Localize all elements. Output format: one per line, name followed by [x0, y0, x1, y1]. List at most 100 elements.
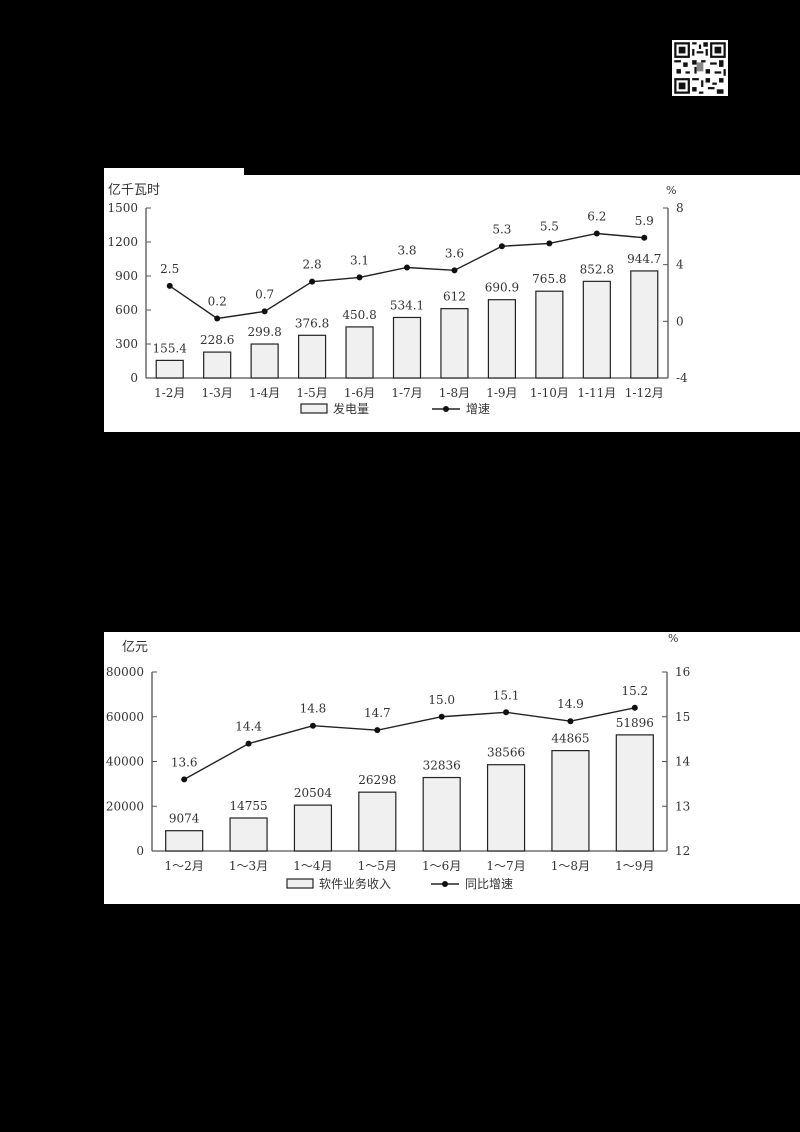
- line-marker: [356, 274, 363, 281]
- bar-value-label: 765.8: [532, 272, 566, 286]
- line-value-label: 13.6: [171, 755, 198, 769]
- x-axis-category-label: 1～2月: [165, 859, 204, 873]
- x-axis-category-label: 1～5月: [358, 859, 397, 873]
- x-axis-category-label: 1-3月: [202, 386, 233, 400]
- line-value-label: 15.1: [493, 688, 520, 702]
- legend-line-marker: [443, 406, 449, 412]
- right-axis-tick-label: 4: [676, 258, 684, 272]
- left-axis-tick-label: 1500: [107, 201, 138, 215]
- line-marker: [404, 264, 410, 271]
- bar-value-label: 450.8: [342, 308, 376, 322]
- right-axis-tick-label: 16: [675, 665, 690, 679]
- right-axis-tick-label: -4: [676, 371, 688, 385]
- legend-line-marker: [442, 881, 448, 887]
- line-marker: [641, 234, 648, 241]
- left-axis-tick-label: 900: [115, 269, 138, 283]
- line-marker: [214, 315, 221, 322]
- bar-value-label: 20504: [294, 786, 333, 800]
- legend-bar-swatch: [286, 878, 314, 889]
- bar: [229, 817, 268, 852]
- left-axis-tick-label: 60000: [106, 710, 144, 724]
- line-marker: [261, 308, 268, 315]
- legend-bar-label: 软件业务收入: [319, 876, 391, 891]
- right-axis-tick-label: 8: [676, 201, 684, 215]
- power-generation-chart: 亿千瓦时 % 0 300 600 900 1200 1500 -4 0 4 8 155.4 228.6 29…: [107, 183, 688, 416]
- line-marker: [546, 240, 553, 247]
- bar-value-label: 299.8: [247, 325, 281, 339]
- legend-bar-label: 发电量: [333, 401, 369, 416]
- qr-code: [672, 40, 728, 96]
- left-axis-tick-label: 600: [115, 303, 138, 317]
- left-axis-unit-label: 亿元: [122, 640, 148, 655]
- bar-value-label: 228.6: [200, 333, 234, 347]
- line-value-label: 0.7: [255, 287, 274, 301]
- line-value-label: 3.8: [397, 244, 416, 258]
- x-axis-category-label: 1-7月: [391, 386, 422, 400]
- bar-value-label: 38566: [487, 746, 525, 760]
- x-axis-category-label: 1-10月: [530, 386, 569, 400]
- bar-value-label: 9074: [169, 812, 200, 826]
- right-axis-tick-label: 13: [675, 799, 690, 813]
- right-axis-tick-label: 15: [675, 710, 690, 724]
- line-marker: [451, 267, 458, 274]
- bar-value-label: 612: [443, 290, 466, 304]
- qr-code-icon: [672, 40, 728, 96]
- bar: [582, 280, 611, 379]
- x-axis-category-label: 1～8月: [551, 859, 590, 873]
- x-axis-category-label: 1-5月: [296, 386, 327, 400]
- line-marker: [631, 704, 638, 711]
- line-marker: [498, 243, 505, 250]
- left-axis-tick-label: 80000: [106, 665, 144, 679]
- line-value-label: 2.5: [160, 262, 179, 276]
- line-value-label: 3.1: [350, 253, 369, 267]
- bar: [615, 734, 654, 852]
- line-marker: [245, 740, 252, 747]
- line-value-label: 14.7: [364, 706, 391, 720]
- bar: [535, 290, 564, 379]
- bar: [440, 308, 469, 379]
- bar: [358, 791, 397, 852]
- bar: [165, 830, 204, 852]
- bar: [203, 351, 232, 379]
- line-value-label: 14.4: [235, 720, 262, 734]
- chart-panel-software-revenue: 亿元% 0 20000 40000 60000 80000 12 13 14 15 16 9074 14…: [104, 632, 800, 904]
- bar: [486, 764, 526, 852]
- right-axis-unit-label: %: [668, 632, 678, 645]
- bar-value-label: 14755: [229, 799, 267, 813]
- left-axis-tick-label: 40000: [106, 755, 144, 769]
- software-revenue-chart: 亿元% 0 20000 40000 60000 80000 12 13 14 15 16 9074 14…: [106, 632, 691, 891]
- x-axis-category-label: 1-9月: [486, 386, 517, 400]
- line-value-label: 14.9: [557, 697, 584, 711]
- legend-bar-swatch: [300, 403, 328, 414]
- bar-value-label: 376.8: [295, 316, 329, 330]
- line-value-label: 15.2: [621, 684, 648, 698]
- line-marker: [567, 718, 574, 725]
- bar-value-label: 26298: [358, 773, 396, 787]
- chart-panel-power-generation: 亿千瓦时% 0 300 600 900 1200 1500 -4 0 4 8 155.4 228.6 29…: [104, 175, 800, 432]
- cropped-caption-strip: [104, 168, 244, 175]
- growth-line: [183, 707, 635, 781]
- x-axis-category-label: 1-11月: [577, 386, 616, 400]
- bar-value-label: 534.1: [390, 298, 424, 312]
- x-axis-category-label: 1-6月: [344, 386, 375, 400]
- line-value-label: 0.2: [208, 295, 227, 309]
- bar-value-label: 690.9: [485, 281, 519, 295]
- bar: [155, 359, 184, 379]
- line-marker: [181, 776, 188, 783]
- line-value-label: 5.5: [540, 219, 559, 233]
- right-axis-unit-label: %: [666, 184, 676, 197]
- bar-value-label: 51896: [616, 716, 654, 730]
- x-axis-category-label: 1-12月: [625, 386, 664, 400]
- x-axis-category-label: 1-2月: [154, 386, 185, 400]
- line-marker: [438, 713, 445, 720]
- legend-line-label: 增速: [466, 402, 490, 416]
- line-marker: [309, 278, 316, 285]
- bar: [487, 299, 517, 379]
- right-axis-tick-label: 14: [675, 755, 691, 769]
- bar: [392, 316, 422, 379]
- bar: [422, 776, 461, 852]
- legend-line-label: 同比增速: [465, 877, 513, 891]
- bar: [345, 326, 374, 379]
- bar: [630, 270, 659, 379]
- line-value-label: 5.9: [635, 214, 654, 228]
